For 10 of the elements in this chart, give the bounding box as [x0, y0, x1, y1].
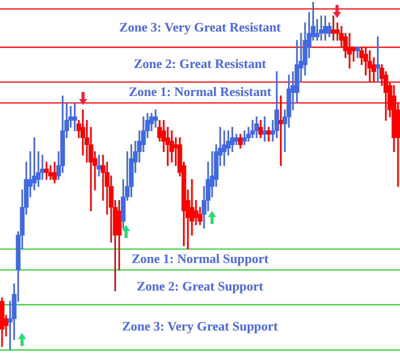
candlestick: [250, 120, 255, 138]
candlestick: [44, 162, 49, 180]
ref-line-label: Zone 2: Great Support: [136, 278, 264, 294]
ref-line-label: Zone 2: Great Resistant: [134, 56, 267, 71]
ref-line-label: Zone 3: Very Great Resistant: [119, 19, 282, 34]
ref-line-label: Zone 3: Very Great Support: [122, 318, 279, 334]
candlestick: [96, 154, 102, 176]
ref-line-label: Zone 1: Normal Support: [132, 250, 270, 266]
ref-line-label: Zone 1: Normal Resistant: [128, 84, 272, 99]
candlestick: [153, 110, 158, 128]
